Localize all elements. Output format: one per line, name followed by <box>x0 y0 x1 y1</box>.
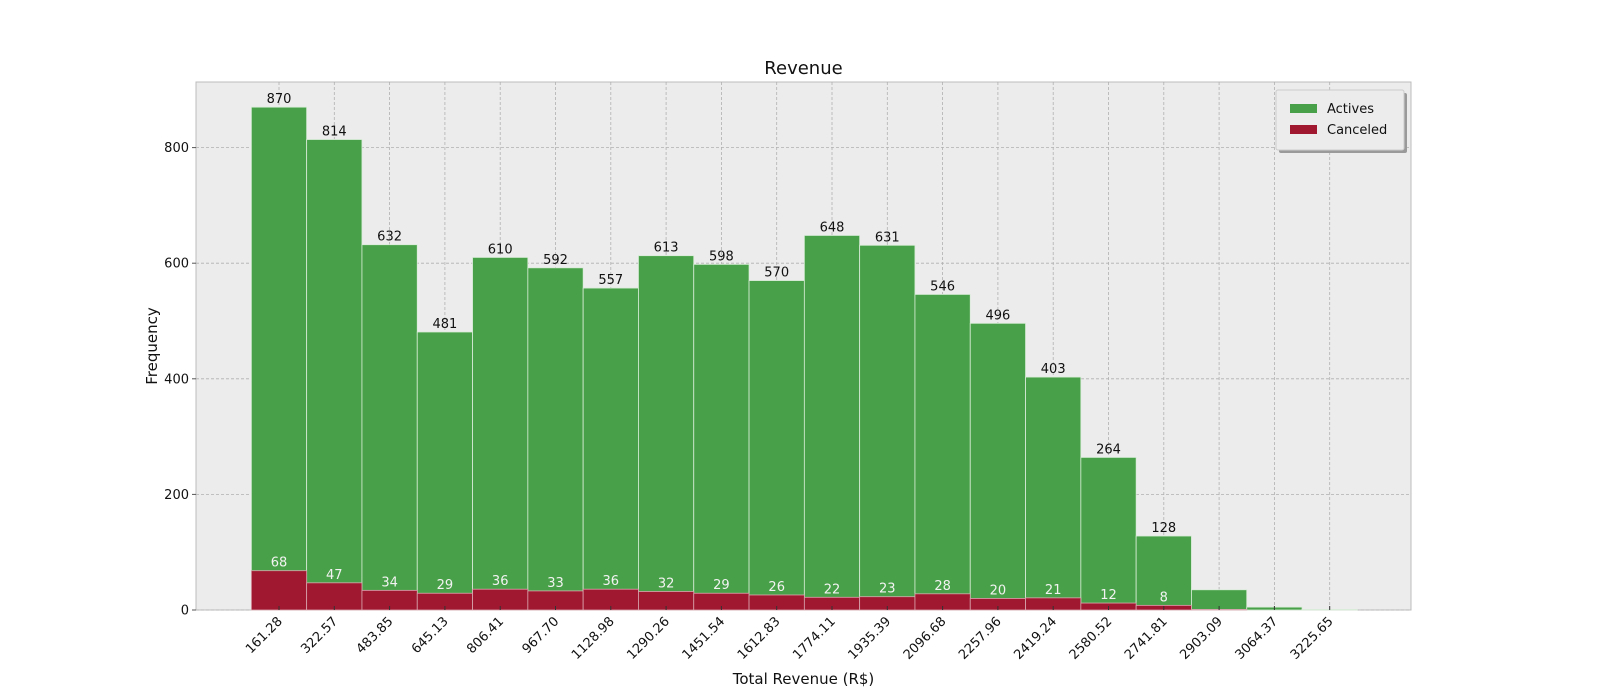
x-tick-label: 3064.37 <box>1233 614 1282 663</box>
data-label-actives-1935.39: 631 <box>875 230 900 245</box>
bar-canceled-322.57 <box>306 582 363 611</box>
bar-actives-1451.54 <box>693 263 750 611</box>
x-tick-label: 322.57 <box>298 614 341 657</box>
data-label-canceled-1774.11: 22 <box>824 582 841 597</box>
data-label-actives-322.57: 814 <box>322 125 347 140</box>
bar-actives-2741.81 <box>1135 535 1192 611</box>
bar-actives-1935.39 <box>859 244 916 611</box>
legend-box <box>1275 89 1405 151</box>
data-label-canceled-2580.52: 12 <box>1100 588 1117 603</box>
data-label-actives-645.13: 481 <box>432 317 457 332</box>
y-axis-ticks: 0 200 400 600 800 <box>164 141 196 619</box>
data-label-canceled-1612.83: 26 <box>768 580 785 595</box>
x-tick-label: 2096.68 <box>901 614 950 663</box>
y-tick-label: 400 <box>164 372 189 387</box>
x-tick-label: 645.13 <box>409 614 452 657</box>
data-label-canceled-1935.39: 23 <box>879 582 896 597</box>
data-label-canceled-483.85: 34 <box>381 575 398 590</box>
bar-actives-2419.24 <box>1025 376 1082 611</box>
x-tick-label: 1451.54 <box>680 614 729 663</box>
data-label-actives-1612.83: 570 <box>764 266 789 281</box>
data-label-canceled-1128.98: 36 <box>603 574 620 589</box>
bar-actives-1774.11 <box>803 235 861 611</box>
data-label-canceled-645.13: 29 <box>437 578 454 593</box>
x-tick-label: 1128.98 <box>569 614 618 663</box>
x-tick-label: 2419.24 <box>1011 614 1060 663</box>
data-label-actives-1290.26: 613 <box>654 241 679 256</box>
data-label-actives-2096.68: 546 <box>930 279 955 294</box>
chart-title: Revenue <box>764 58 842 79</box>
data-label-actives-483.85: 632 <box>377 230 402 245</box>
bar-actives-1612.83 <box>748 280 805 611</box>
data-label-canceled-2257.96: 20 <box>990 583 1007 598</box>
bars <box>250 106 1358 611</box>
x-tick-label: 161.28 <box>243 614 286 657</box>
x-tick-label: 967.70 <box>520 614 563 657</box>
bar-actives-2580.52 <box>1080 457 1137 611</box>
x-tick-label: 3225.65 <box>1288 614 1337 663</box>
x-axis-label: Total Revenue (R$) <box>732 670 875 688</box>
x-tick-label: 1290.26 <box>624 614 673 663</box>
data-label-actives-1451.54: 598 <box>709 249 734 264</box>
bar-actives-645.13 <box>416 331 473 611</box>
x-tick-label: 806.41 <box>464 614 507 657</box>
data-label-canceled-2741.81: 8 <box>1160 590 1168 605</box>
y-tick-label: 200 <box>164 488 189 503</box>
x-tick-label: 1612.83 <box>735 614 784 663</box>
bar-labels: 870 814 632 481 610 592 557 613 598 570 648 631 546 4… <box>267 92 1177 605</box>
bar-actives-1290.26 <box>638 255 695 611</box>
x-tick-label: 483.85 <box>354 614 397 657</box>
y-tick-label: 600 <box>164 257 189 272</box>
data-label-actives-1774.11: 648 <box>820 220 845 235</box>
data-label-canceled-1290.26: 32 <box>658 577 675 592</box>
x-tick-label: 2903.09 <box>1177 614 1226 663</box>
data-label-actives-2257.96: 496 <box>985 308 1010 323</box>
x-axis-ticks: 161.28 322.57 483.85 645.13 806.41 967.70 1128… <box>243 606 1337 663</box>
bar-actives-2257.96 <box>969 322 1026 611</box>
x-tick-label: 1935.39 <box>846 614 895 663</box>
y-tick-label: 800 <box>164 141 189 156</box>
data-label-canceled-967.70: 33 <box>547 576 564 591</box>
data-label-actives-2580.52: 264 <box>1096 442 1121 457</box>
y-axis-label: Frequency <box>143 307 161 385</box>
data-label-canceled-2096.68: 28 <box>934 579 951 594</box>
bar-actives-806.41 <box>472 257 529 611</box>
bar-actives-483.85 <box>361 244 418 611</box>
bar-actives-1128.98 <box>582 287 639 611</box>
data-label-actives-2419.24: 403 <box>1041 362 1066 377</box>
bar-actives-161.28 <box>250 106 308 611</box>
data-label-canceled-1451.54: 29 <box>713 578 730 593</box>
legend-label-actives: Actives <box>1327 102 1374 117</box>
data-label-canceled-806.41: 36 <box>492 574 509 589</box>
data-label-actives-1128.98: 557 <box>598 273 623 288</box>
legend-label-canceled: Canceled <box>1327 123 1387 138</box>
y-tick-label: 0 <box>181 604 189 619</box>
legend-swatch-canceled <box>1290 125 1317 134</box>
data-label-canceled-322.57: 47 <box>326 568 343 583</box>
legend-swatch-actives <box>1290 104 1317 113</box>
legend: Actives Canceled <box>1275 89 1407 153</box>
data-label-actives-161.28: 870 <box>267 92 292 107</box>
bar-actives-2096.68 <box>914 294 971 611</box>
data-label-canceled-2419.24: 21 <box>1045 583 1062 598</box>
x-tick-label: 2257.96 <box>956 614 1005 663</box>
data-label-actives-806.41: 610 <box>488 242 513 257</box>
x-tick-label: 2580.52 <box>1067 614 1116 663</box>
bar-actives-322.57 <box>306 139 363 611</box>
data-label-actives-967.70: 592 <box>543 253 568 268</box>
data-label-canceled-161.28: 68 <box>271 556 288 571</box>
x-tick-label: 2741.81 <box>1122 614 1171 663</box>
x-tick-label: 1774.11 <box>790 614 839 663</box>
bar-canceled-161.28 <box>250 570 308 611</box>
data-label-actives-2741.81: 128 <box>1151 521 1176 536</box>
bar-actives-967.70 <box>527 267 584 611</box>
